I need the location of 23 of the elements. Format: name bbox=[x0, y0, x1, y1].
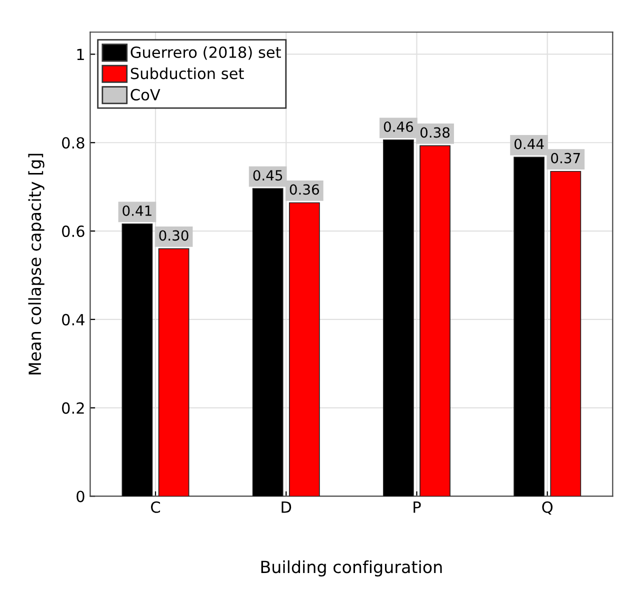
legend-label: Guerrero (2018) set bbox=[130, 46, 281, 60]
annotation: 0.44 bbox=[514, 138, 544, 150]
x-tick-label: D bbox=[282, 502, 292, 513]
x-tick-label: Q bbox=[542, 501, 553, 515]
legend-label: Subduction set bbox=[130, 67, 244, 80]
x-tick-label: P bbox=[414, 502, 421, 513]
y-tick-label: 0 bbox=[76, 490, 84, 502]
annotation: 0.37 bbox=[551, 152, 580, 164]
annotation: 0.36 bbox=[290, 184, 319, 195]
y-tick-label: 0.4 bbox=[62, 314, 84, 326]
y-tick-label: 0.2 bbox=[62, 402, 84, 414]
y-tick-label: 0.6 bbox=[62, 225, 84, 238]
y-tick-label: 1 bbox=[77, 48, 84, 60]
annotation: 0.41 bbox=[122, 205, 152, 216]
legend-label: CoV bbox=[130, 88, 160, 100]
x-axis-title: Building configuration bbox=[261, 560, 442, 576]
annotation: 0.30 bbox=[159, 230, 188, 241]
annotation: 0.46 bbox=[384, 121, 414, 132]
annotation: 0.45 bbox=[253, 170, 282, 181]
y-axis-title: Mean collapse capacity [g] bbox=[28, 154, 44, 374]
annotation: 0.38 bbox=[420, 127, 450, 138]
x-tick-label: C bbox=[151, 501, 160, 513]
y-tick-label: 0.8 bbox=[62, 137, 84, 149]
